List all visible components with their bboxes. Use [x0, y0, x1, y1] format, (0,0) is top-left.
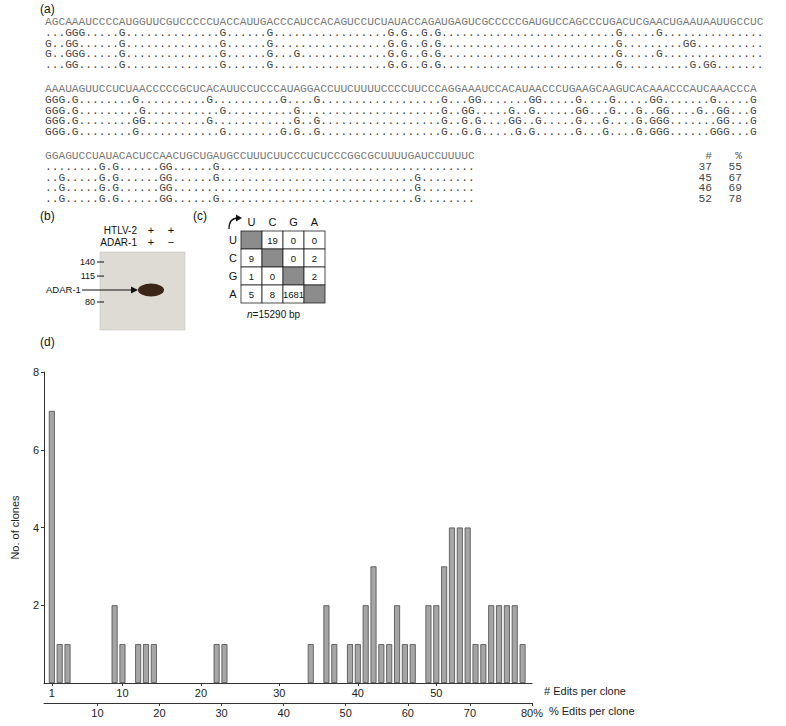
svg-text:%: %: [735, 150, 742, 162]
svg-text:1: 1: [249, 271, 254, 282]
svg-text:55: 55: [729, 161, 742, 173]
svg-text:80%: 80%: [521, 707, 543, 719]
svg-text:n=15290 bp: n=15290 bp: [247, 309, 301, 320]
svg-text:A: A: [229, 288, 237, 300]
svg-text:50: 50: [340, 707, 352, 719]
svg-text:U: U: [229, 234, 237, 246]
svg-text:ADAR-1: ADAR-1: [46, 284, 81, 295]
svg-text:52: 52: [699, 193, 712, 205]
svg-text:G..GG......G..............G...: G..GG......G..............G......G......…: [45, 38, 763, 50]
svg-text:30: 30: [273, 687, 285, 699]
svg-text:No. of clones: No. of clones: [9, 495, 21, 560]
svg-text:20: 20: [153, 707, 165, 719]
svg-text:4: 4: [33, 522, 39, 534]
svg-text:G: G: [229, 270, 238, 282]
svg-text:10: 10: [116, 687, 128, 699]
svg-text:2: 2: [312, 271, 317, 282]
svg-text:30: 30: [215, 707, 227, 719]
svg-text:67: 67: [729, 172, 742, 184]
svg-text:70: 70: [464, 707, 476, 719]
svg-text:..G.....G.G......GG......G....: ..G.....G.G......GG......G..............…: [45, 172, 475, 184]
svg-text:45: 45: [699, 172, 712, 184]
svg-text:0: 0: [291, 253, 296, 264]
svg-text:9: 9: [249, 253, 254, 264]
svg-text:2: 2: [33, 599, 39, 611]
svg-text:AAAUAGUUCCUCUAACCCCCGCUCACAUUC: AAAUAGUUCCUCUAACCCCCGCUCACAUUCCUCCCAUAGG…: [45, 83, 757, 95]
svg-text:1681: 1681: [283, 289, 304, 300]
svg-text:40: 40: [352, 687, 364, 699]
svg-text:−: −: [168, 236, 174, 248]
svg-text:C: C: [229, 252, 237, 264]
svg-text:(d): (d): [40, 335, 55, 349]
svg-text:2: 2: [312, 253, 317, 264]
svg-text:140: 140: [80, 257, 95, 267]
svg-text:HTLV-2: HTLV-2: [104, 225, 138, 236]
svg-text:69: 69: [729, 182, 742, 194]
svg-text:(a): (a): [40, 2, 55, 16]
svg-text:19: 19: [267, 235, 278, 246]
svg-text:...GG......G..............G...: ...GG......G..............G......G......…: [45, 59, 763, 71]
svg-text:10: 10: [91, 707, 103, 719]
svg-text:37: 37: [699, 161, 712, 173]
svg-text:GGG.G........GG.........G.....: GGG.G........GG.........G............G..…: [45, 115, 757, 127]
svg-text:78: 78: [729, 193, 742, 205]
svg-text:0: 0: [312, 235, 317, 246]
svg-text:ADAR-1: ADAR-1: [100, 237, 137, 248]
svg-text:GGAGUCCUAUACACUCCAACUGCUGAUGCC: GGAGUCCUAUACACUCCAACUGCUGAUGCCUUUCUUCCCU…: [45, 150, 475, 162]
svg-text:6: 6: [33, 444, 39, 456]
svg-text:1: 1: [49, 687, 55, 699]
svg-text:U: U: [248, 216, 256, 228]
svg-text:..G.....G.G......GG...........: ..G.....G.G......GG.....................…: [45, 182, 475, 194]
svg-text:+: +: [148, 224, 154, 236]
svg-text:GGG.G........G............G...: GGG.G........G............G........G.G..…: [45, 126, 757, 138]
svg-text:#: #: [705, 150, 712, 162]
svg-text:A: A: [311, 216, 319, 228]
svg-text:50: 50: [430, 687, 442, 699]
svg-text:80: 80: [85, 297, 95, 307]
svg-text:(c): (c): [193, 209, 207, 223]
svg-text:GGG.G.........G...........G...: GGG.G.........G...........G..........G..…: [45, 105, 757, 117]
svg-text:0: 0: [270, 271, 275, 282]
svg-text:+: +: [168, 224, 174, 236]
svg-text:# Edits per clone: # Edits per clone: [544, 685, 626, 697]
svg-text:115: 115: [81, 271, 95, 281]
svg-text:........G.G......GG......G....: ........G.G......GG......G..............…: [45, 161, 475, 173]
svg-text:5: 5: [249, 289, 254, 300]
svg-text:G: G: [289, 216, 298, 228]
svg-text:C: C: [269, 216, 277, 228]
svg-text:(b): (b): [40, 209, 55, 223]
svg-text:0: 0: [291, 235, 296, 246]
svg-text:GGG.G........G..........G.....: GGG.G........G..........G..........G....…: [45, 94, 757, 106]
svg-text:20: 20: [195, 687, 207, 699]
svg-text:60: 60: [402, 707, 414, 719]
svg-text:8: 8: [33, 366, 39, 378]
svg-text:8: 8: [270, 289, 275, 300]
svg-text:46: 46: [699, 182, 712, 194]
svg-text:...GGG.....G..............G...: ...GGG.....G..............G......G......…: [45, 27, 763, 39]
svg-text:40: 40: [278, 707, 290, 719]
svg-text:..G.....G.G......GG......G....: ..G.....G.G......GG......G..............…: [45, 193, 475, 205]
svg-text:% Edits per clone: % Edits per clone: [549, 705, 635, 717]
svg-text:G..GGG.....G..............G...: G..GGG.....G..............G......G...G..…: [45, 48, 763, 60]
svg-text:+: +: [148, 236, 154, 248]
svg-text:AGCAAAUCCCCAUGGUUCGUCCCCCUACCA: AGCAAAUCCCCAUGGUUCGUCCCCCUACCAUUGACCCAUC…: [45, 16, 764, 28]
